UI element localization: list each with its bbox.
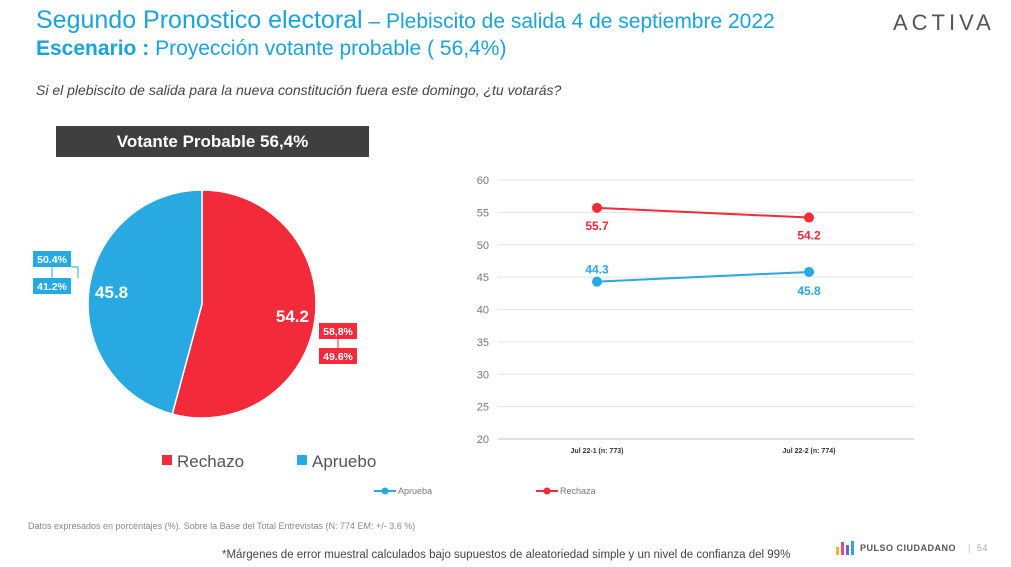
apruebo-range-upper-box — [33, 251, 71, 267]
rechazo-range-lower: 49.6% — [323, 351, 353, 363]
footer-note: Datos expresados en porcentajes (%). Sob… — [28, 521, 416, 531]
data-label-rechaza-0: 55.7 — [585, 219, 609, 233]
x-tick-label-0: Jul 22-1 (n: 773) — [571, 448, 624, 455]
scenario-value: Proyección votante probable ( 56,4%) — [155, 37, 507, 60]
data-label-aprueba-0: 44.3 — [585, 263, 609, 277]
pie-legend-label-rechazo: Rechazo — [177, 452, 244, 471]
y-tick-25: 25 — [477, 402, 489, 414]
pie-legend-label-apruebo: Apruebo — [312, 452, 376, 471]
y-tick-45: 45 — [477, 272, 489, 284]
title-main: Segundo Pronostico electoral — [36, 6, 363, 34]
title-sub: Plebiscito de salida 4 de septiembre 202… — [385, 10, 775, 33]
y-tick-20: 20 — [477, 434, 489, 446]
line-series-aprueba — [596, 270, 810, 283]
pie-legend-swatch-apruebo — [297, 455, 307, 465]
apruebo-range-lower-box — [33, 278, 71, 294]
line-series-rechaza — [596, 206, 810, 219]
apruebo-range-upper: 50.4% — [37, 254, 67, 266]
x-tick-label-1: Jul 22-2 (n: 774) — [783, 448, 836, 455]
rechazo-range-lower-box — [319, 348, 357, 364]
pie-slice-rechazo — [171, 189, 317, 419]
data-label-aprueba-1: 45.8 — [797, 284, 821, 298]
apruebo-range-connector — [51, 266, 79, 278]
line-legend-label-aprueba: Aprueba — [398, 486, 432, 496]
point-aprueba-1 — [804, 266, 814, 277]
y-tick-50: 50 — [477, 240, 489, 252]
pie-chart-banner: Votante Probable 56,4% — [56, 126, 369, 157]
title-dash: – — [362, 10, 386, 33]
point-rechaza-1 — [804, 212, 814, 223]
survey-question: Si el plebiscito de salida para la nueva… — [36, 82, 562, 98]
brand-name: PULSO CIUDADANO — [860, 543, 957, 553]
pulso-logo-icon — [836, 541, 854, 555]
page-separator: | — [968, 543, 971, 553]
pie-legend-swatch-rechazo — [162, 455, 172, 465]
point-aprueba-0 — [592, 276, 602, 287]
scenario-label: Escenario : — [36, 37, 156, 60]
activa-logo: ACTIVA — [893, 10, 995, 35]
page-number: 54 — [976, 543, 988, 553]
data-label-rechaza-1: 54.2 — [797, 229, 821, 243]
pie-value-label-rechazo: 54.2 — [276, 307, 309, 326]
pie-value-label-apruebo: 45.8 — [95, 283, 128, 302]
pie-slice-apruebo — [87, 189, 203, 415]
pulso-ciudadano-brand: PULSO CIUDADANO | 54 — [836, 541, 988, 555]
y-tick-55: 55 — [477, 207, 489, 219]
y-tick-35: 35 — [477, 337, 489, 349]
y-tick-30: 30 — [477, 369, 489, 381]
apruebo-range-lower: 41.2% — [37, 281, 67, 293]
point-rechaza-0 — [592, 202, 602, 213]
y-tick-40: 40 — [477, 305, 489, 317]
line-legend-marker-aprueba — [381, 487, 389, 495]
rechazo-range-upper: 58,8% — [323, 326, 353, 338]
line-legend-label-rechaza: Rechaza — [560, 486, 596, 496]
slide-title: Segundo Pronostico electoral – Plebiscit… — [36, 6, 775, 35]
scenario-title: Escenario : Proyección votante probable … — [36, 37, 506, 61]
line-legend-marker-rechaza — [543, 487, 551, 495]
y-tick-60: 60 — [477, 175, 489, 187]
rechazo-range-upper-box — [319, 323, 357, 339]
footer-margin-note: *Márgenes de error muestral calculados b… — [222, 549, 791, 561]
